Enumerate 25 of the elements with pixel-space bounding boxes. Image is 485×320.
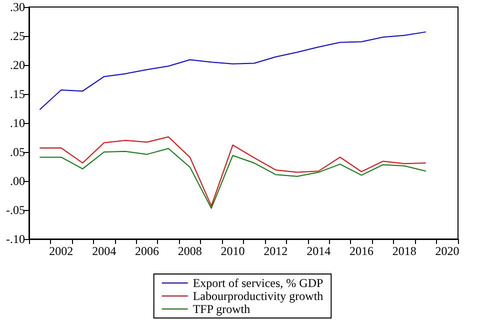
x-tick-label: 2004 xyxy=(92,244,116,258)
legend-label: Labourproductivity growth xyxy=(192,289,324,303)
y-tick-label: .00 xyxy=(10,174,25,188)
x-tick-label: 2018 xyxy=(392,244,416,258)
legend-label: Export of services, % GDP xyxy=(192,276,324,290)
x-tick-label: 2006 xyxy=(134,244,159,258)
line-series xyxy=(39,31,426,110)
x-tick-label: 2002 xyxy=(49,244,74,258)
x-tick-label: 2010 xyxy=(220,244,245,258)
x-tick-label: 2020 xyxy=(435,244,460,258)
y-tick-label: .20 xyxy=(10,58,25,72)
x-tick-label: 2016 xyxy=(349,244,374,258)
y-tick-label: .30 xyxy=(10,0,25,14)
y-tick-label: -.10 xyxy=(6,232,25,246)
x-tick-label: 2014 xyxy=(306,244,331,258)
y-tick-label: -.05 xyxy=(6,203,25,217)
y-tick-label: .25 xyxy=(10,29,25,43)
line-series xyxy=(39,148,426,209)
x-tick-label: 2012 xyxy=(264,244,288,258)
y-tick-label: .10 xyxy=(10,116,25,130)
x-tick-label: 2008 xyxy=(178,244,202,258)
y-tick-label: .15 xyxy=(10,87,25,101)
line-series xyxy=(39,136,426,206)
y-tick-label: .05 xyxy=(10,145,25,159)
legend-label: TFP growth xyxy=(192,302,250,316)
